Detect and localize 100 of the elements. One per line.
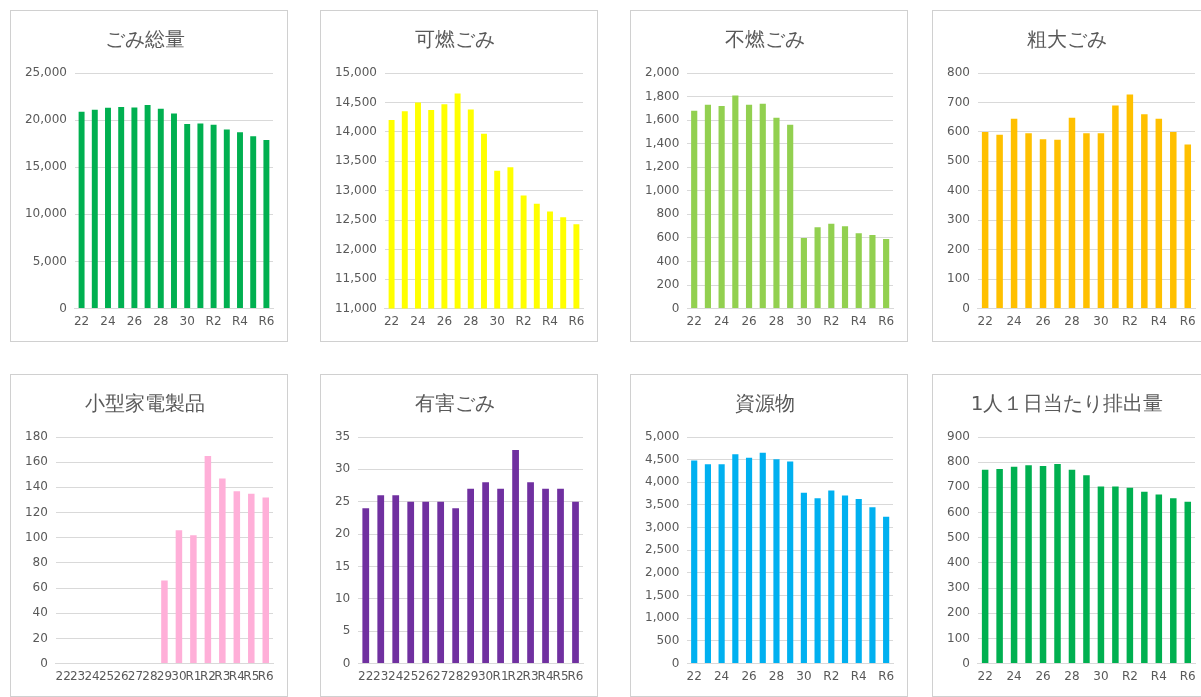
x-tick-label: R1 [492, 668, 509, 683]
x-tick-label: R4 [850, 313, 867, 328]
x-tick-label: 26 [741, 313, 757, 328]
y-tick-label: 400 [656, 253, 680, 268]
y-tick-label: 20 [32, 630, 48, 645]
bar [237, 132, 243, 309]
y-tick-label: 4,500 [644, 451, 680, 466]
bar [1141, 491, 1148, 664]
x-tick-label: 30 [796, 668, 812, 683]
x-tick-label: 22 [383, 313, 400, 328]
y-tick-label: 1,400 [644, 135, 680, 150]
bar [704, 104, 711, 309]
bar [691, 460, 698, 664]
y-tick-label: 120 [25, 504, 48, 519]
x-tick-label: 25 [403, 668, 419, 683]
bar [1112, 105, 1119, 309]
y-tick-label: 600 [947, 504, 970, 519]
y-tick-label: 60 [32, 580, 48, 595]
x-tick-label: 27 [433, 668, 449, 683]
x-tick-label: R2 [823, 313, 840, 328]
y-tick-label: 2,000 [644, 65, 680, 80]
x-tick-label: 30 [1093, 313, 1109, 328]
y-tick-label: 35 [334, 429, 351, 444]
bar [512, 449, 519, 664]
y-tick-label: 5,000 [644, 429, 680, 444]
x-tick-label: 30 [179, 313, 195, 328]
x-tick-label: R2 [507, 668, 524, 683]
x-tick-label: 26 [418, 668, 434, 683]
y-tick-label: 14,000 [334, 124, 377, 139]
bar [773, 117, 780, 309]
bar [1083, 475, 1090, 664]
x-tick-label: R5 [552, 668, 569, 683]
y-tick-label: 1,800 [644, 88, 680, 103]
y-tick-label: 15,000 [24, 159, 67, 174]
y-tick-label: 100 [947, 271, 970, 286]
y-tick-label: 10 [334, 590, 351, 605]
x-tick-label: 30 [1093, 668, 1109, 683]
bar [557, 488, 564, 664]
bar [452, 508, 460, 664]
y-tick-label: 0 [342, 655, 351, 670]
bar [204, 455, 212, 664]
bar [422, 501, 430, 664]
x-tick-label: R3 [522, 668, 539, 683]
bar [392, 495, 400, 664]
chart-title: 資源物 [735, 391, 795, 416]
y-tick-label: 400 [947, 182, 970, 197]
bar [691, 110, 698, 309]
y-tick-label: 10,000 [24, 206, 67, 221]
x-tick-label: R6 [878, 313, 895, 328]
x-tick-label: 23 [373, 668, 389, 683]
bar [1068, 469, 1076, 664]
y-tick-label: 300 [947, 580, 970, 595]
x-tick-label: 28 [1064, 313, 1080, 328]
y-tick-label: 4,000 [644, 474, 680, 489]
bar [704, 464, 711, 664]
y-tick-label: 600 [656, 230, 680, 245]
bar [1039, 465, 1047, 664]
bar [362, 508, 370, 664]
x-tick-label: 27 [127, 668, 144, 683]
x-tick-label: 26 [741, 668, 757, 683]
y-tick-label: 40 [32, 605, 48, 620]
y-tick-label: 2,000 [644, 565, 680, 580]
y-tick-label: 0 [671, 300, 680, 315]
x-tick-label: R6 [1179, 313, 1196, 328]
x-tick-label: R3 [214, 668, 231, 683]
bar [1083, 133, 1090, 309]
y-tick-label: 140 [25, 479, 48, 494]
x-tick-label: R2 [1121, 313, 1138, 328]
bar [105, 107, 111, 309]
y-tick-label: 1,500 [644, 587, 680, 602]
x-tick-label: 26 [436, 313, 453, 328]
y-tick-label: 300 [947, 212, 970, 227]
bar [759, 103, 766, 309]
y-tick-label: 900 [947, 429, 970, 444]
bar [157, 108, 164, 309]
bar [171, 113, 177, 309]
bar [190, 535, 197, 664]
y-tick-label: 13,000 [334, 182, 377, 197]
y-tick-label: 500 [947, 153, 970, 168]
bar [883, 516, 890, 664]
x-tick-label: 22 [977, 668, 993, 683]
bar [759, 452, 766, 664]
x-tick-label: 23 [69, 668, 86, 683]
bar [118, 106, 125, 309]
bar [1025, 465, 1032, 664]
y-tick-label: 20,000 [24, 112, 67, 127]
x-tick-label: 22 [686, 313, 702, 328]
bar [828, 223, 835, 309]
x-tick-label: 24 [713, 313, 730, 328]
x-tick-label: 22 [358, 668, 374, 683]
chart-title: 粗大ごみ [1027, 27, 1107, 52]
x-tick-label: R6 [568, 313, 585, 328]
y-tick-label: 5 [342, 623, 351, 638]
y-tick-label: 1,000 [644, 182, 680, 197]
x-tick-label: R4 [542, 313, 558, 328]
x-tick-label: R2 [823, 668, 840, 683]
bar [1126, 94, 1134, 309]
x-tick-label: 28 [768, 313, 785, 328]
y-tick-label: 700 [947, 94, 970, 109]
bar [175, 530, 183, 664]
